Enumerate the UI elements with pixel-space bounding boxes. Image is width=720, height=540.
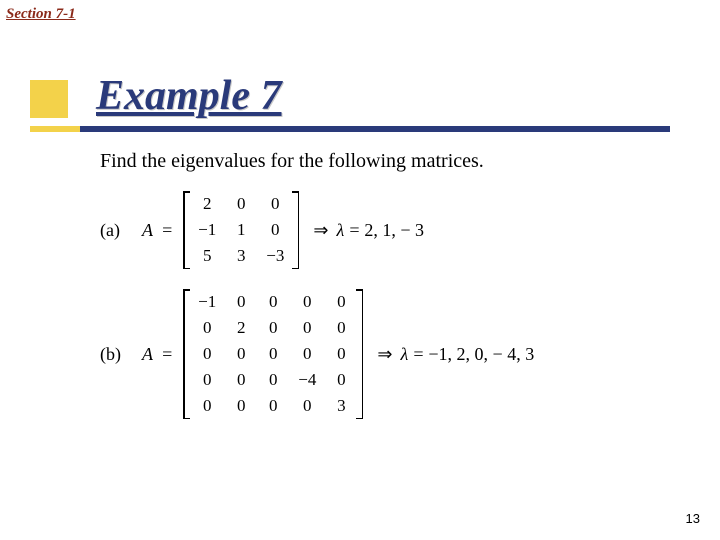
right-bracket-icon bbox=[356, 289, 363, 419]
equals-sign: = bbox=[161, 344, 173, 365]
matrix-cell: 0 bbox=[234, 194, 248, 214]
title-underline-yellow bbox=[30, 126, 80, 132]
right-bracket-icon bbox=[292, 191, 299, 269]
matrix-cell: 3 bbox=[234, 246, 248, 266]
matrix-b: −1 0 0 0 0 0 2 0 0 0 0 0 0 0 0 0 0 bbox=[183, 289, 363, 419]
title-underline-blue bbox=[30, 126, 670, 132]
page-title: Example 7 bbox=[96, 72, 282, 120]
implies-icon: ⇒ bbox=[377, 344, 392, 365]
matrix-cell: 0 bbox=[298, 396, 316, 416]
matrix-cell: −4 bbox=[298, 370, 316, 390]
equals-sign: = bbox=[412, 344, 424, 365]
matrix-name-b: A bbox=[142, 344, 153, 365]
matrix-cell: 0 bbox=[234, 370, 248, 390]
matrix-cell: 0 bbox=[234, 344, 248, 364]
matrix-cell: 0 bbox=[198, 396, 216, 416]
matrix-a: 2 0 0 −1 1 0 5 3 −3 bbox=[183, 191, 299, 269]
matrix-cell: −1 bbox=[198, 220, 216, 240]
matrix-cell: 0 bbox=[266, 344, 280, 364]
matrix-cell: 2 bbox=[198, 194, 216, 214]
part-b-label: (b) bbox=[100, 344, 126, 365]
part-a-label: (a) bbox=[100, 220, 126, 241]
matrix-cell: 0 bbox=[334, 370, 348, 390]
matrix-cell: 0 bbox=[266, 318, 280, 338]
matrix-cell: 0 bbox=[298, 292, 316, 312]
matrix-cell: 0 bbox=[234, 396, 248, 416]
part-b-equation: A = −1 0 0 0 0 0 2 0 0 0 0 0 0 bbox=[138, 289, 534, 419]
prompt-text: Find the eigenvalues for the following m… bbox=[100, 150, 660, 173]
matrix-cell: 0 bbox=[298, 318, 316, 338]
lambda-symbol: λ bbox=[336, 220, 344, 241]
matrix-cell: 0 bbox=[198, 318, 216, 338]
matrix-cell: 0 bbox=[266, 370, 280, 390]
matrix-cell: 0 bbox=[198, 344, 216, 364]
implies-icon: ⇒ bbox=[313, 220, 328, 241]
section-label: Section 7-1 bbox=[6, 6, 76, 23]
matrix-cell: −1 bbox=[198, 292, 216, 312]
matrix-cell: 2 bbox=[234, 318, 248, 338]
matrix-cell: 0 bbox=[334, 318, 348, 338]
matrix-cell: 0 bbox=[198, 370, 216, 390]
title-accent-square bbox=[30, 80, 68, 118]
equals-sign: = bbox=[161, 220, 173, 241]
body-content: Find the eigenvalues for the following m… bbox=[100, 150, 660, 439]
page-number: 13 bbox=[686, 511, 700, 526]
matrix-cell: 0 bbox=[266, 292, 280, 312]
part-a: (a) A = 2 0 0 −1 1 0 5 3 −3 ⇒ λ bbox=[100, 191, 660, 269]
matrix-name-a: A bbox=[142, 220, 153, 241]
matrix-cell: 0 bbox=[334, 292, 348, 312]
matrix-cell: 0 bbox=[266, 194, 284, 214]
part-a-equation: A = 2 0 0 −1 1 0 5 3 −3 ⇒ λ = bbox=[138, 191, 424, 269]
eigenvalues-b: −1, 2, 0, − 4, 3 bbox=[428, 344, 534, 365]
matrix-cell: 0 bbox=[266, 220, 284, 240]
eigenvalues-a: 2, 1, − 3 bbox=[364, 220, 424, 241]
matrix-cell: 0 bbox=[334, 344, 348, 364]
matrix-cell: 0 bbox=[266, 396, 280, 416]
matrix-cell: 1 bbox=[234, 220, 248, 240]
part-b: (b) A = −1 0 0 0 0 0 2 0 0 0 0 0 bbox=[100, 289, 660, 419]
matrix-cell: 0 bbox=[298, 344, 316, 364]
equals-sign: = bbox=[348, 220, 360, 241]
matrix-b-body: −1 0 0 0 0 0 2 0 0 0 0 0 0 0 0 0 0 bbox=[190, 289, 356, 419]
lambda-symbol: λ bbox=[400, 344, 408, 365]
left-bracket-icon bbox=[183, 289, 190, 419]
matrix-cell: 3 bbox=[334, 396, 348, 416]
matrix-cell: 0 bbox=[234, 292, 248, 312]
matrix-a-body: 2 0 0 −1 1 0 5 3 −3 bbox=[190, 191, 292, 269]
matrix-cell: 5 bbox=[198, 246, 216, 266]
matrix-cell: −3 bbox=[266, 246, 284, 266]
left-bracket-icon bbox=[183, 191, 190, 269]
